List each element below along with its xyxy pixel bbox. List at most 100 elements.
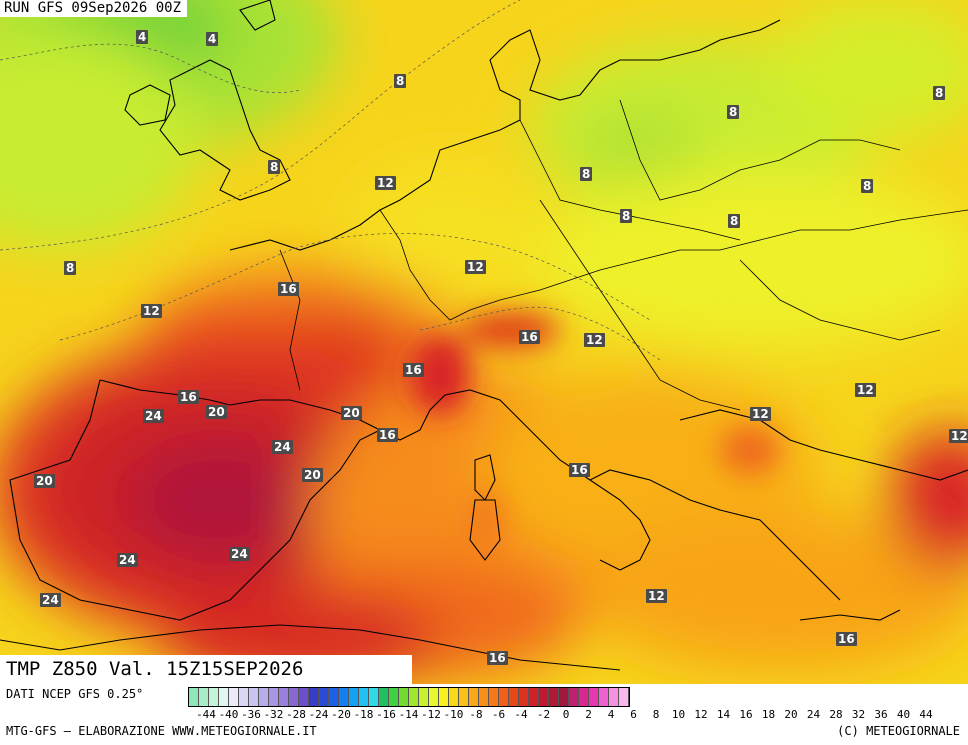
color-swatch	[389, 688, 399, 706]
color-swatch	[349, 688, 359, 706]
isotherm-label: 20	[34, 474, 55, 488]
color-scale-tick: 28	[829, 708, 843, 721]
color-swatch	[539, 688, 549, 706]
temperature-shading	[0, 0, 968, 684]
color-swatch	[229, 688, 239, 706]
color-swatch	[309, 688, 319, 706]
isotherm-label: 24	[272, 440, 293, 454]
color-swatch	[519, 688, 529, 706]
isotherm-label: 8	[268, 160, 281, 174]
color-swatch	[209, 688, 219, 706]
color-scale-tick: 20	[784, 708, 798, 721]
copyright-label: (C) METEOGIORNALE	[837, 724, 960, 738]
color-scale-tick: 16	[739, 708, 753, 721]
color-swatch	[489, 688, 499, 706]
color-swatch	[559, 688, 569, 706]
color-swatch	[579, 688, 589, 706]
color-scale-tick: -36	[241, 708, 261, 721]
color-swatch	[549, 688, 559, 706]
color-scale-tick: -8	[469, 708, 483, 721]
temperature-field	[0, 0, 968, 684]
color-swatch	[409, 688, 419, 706]
color-scale-tick: -18	[353, 708, 374, 721]
isotherm-label: 8	[64, 261, 77, 275]
color-swatch	[219, 688, 229, 706]
isotherm-label: 8	[727, 105, 740, 119]
color-scale-tick: 18	[761, 708, 776, 721]
color-swatch	[499, 688, 509, 706]
color-scale-tick: -24	[308, 708, 329, 721]
color-scale-tick: 12	[694, 708, 708, 721]
isotherm-label: 4	[206, 32, 219, 46]
color-swatch	[589, 688, 599, 706]
color-swatch	[279, 688, 289, 706]
isotherm-label: 8	[861, 179, 874, 193]
color-swatch	[329, 688, 339, 706]
color-scale-tick: 10	[671, 708, 686, 721]
legend-footer: DATI NCEP GFS 0.25° -44 -40 -36 -32 -28 -24 -2…	[0, 684, 968, 745]
isotherm-label: 12	[949, 429, 968, 443]
isotherm-label: 8	[620, 209, 633, 223]
color-swatch	[459, 688, 469, 706]
color-swatch	[599, 688, 609, 706]
color-scale-tick: 36	[874, 708, 888, 721]
color-scale-tick: -16	[376, 708, 396, 721]
color-scale-tick: 2	[585, 708, 592, 721]
color-scale-tick: 44	[919, 708, 933, 721]
color-swatch	[369, 688, 379, 706]
isotherm-label: 8	[394, 74, 407, 88]
temperature-map: 4 4 8 8 8 8 12 8 8 8 8 8 12 16 12 16 12 16 12 16 20 24 20 12 16 1…	[0, 0, 968, 684]
coastlines	[0, 0, 968, 671]
color-swatch	[239, 688, 249, 706]
color-swatch	[619, 688, 629, 706]
isotherm-label: 20	[206, 405, 227, 419]
isotherm-label: 20	[341, 406, 362, 420]
color-scale-tick: 4	[607, 708, 615, 721]
color-swatch	[479, 688, 489, 706]
isotherm-label: 12	[465, 260, 486, 274]
credit-label: MTG-GFS – ELABORAZIONE WWW.METEOGIORNALE…	[6, 724, 317, 738]
isotherm-label: 12	[375, 176, 396, 190]
color-scale-tick: -4	[514, 708, 528, 721]
isotherm-label: 16	[278, 282, 299, 296]
isotherm-label: 16	[377, 428, 398, 442]
color-swatch	[429, 688, 439, 706]
map-title: TMP Z850 Val. 15Z15SEP2026	[0, 655, 412, 684]
color-swatch	[529, 688, 539, 706]
isotherm-label: 16	[487, 651, 508, 665]
color-swatch	[449, 688, 459, 706]
color-scale-tick: 14	[716, 708, 731, 721]
isotherm-label: 16	[836, 632, 857, 646]
color-swatch	[259, 688, 269, 706]
color-swatch	[379, 688, 389, 706]
color-swatch	[289, 688, 299, 706]
color-scale-tick: -32	[263, 708, 284, 721]
color-swatch	[249, 688, 259, 706]
color-swatch	[469, 688, 479, 706]
data-source-label: DATI NCEP GFS 0.25°	[6, 687, 144, 701]
color-scale-tick: 8	[652, 708, 660, 721]
color-scale-tick: 6	[630, 708, 637, 721]
isotherm-label: 16	[519, 330, 540, 344]
isotherm-label: 12	[750, 407, 771, 421]
run-info-label: RUN GFS 09Sep2026 00Z	[0, 0, 188, 17]
isotherm-label: 16	[403, 363, 424, 377]
color-scale-tick: 32	[851, 708, 866, 721]
color-swatch	[419, 688, 429, 706]
isotherm-label: 8	[933, 86, 946, 100]
color-scale-bar	[188, 687, 630, 707]
color-scale-tick: -40	[218, 708, 239, 721]
isotherm-label: 12	[584, 333, 605, 347]
isotherm-label: 24	[229, 547, 250, 561]
isotherm-label: 12	[855, 383, 876, 397]
color-scale-tick: -10	[443, 708, 464, 721]
color-scale-tick: -14	[398, 708, 419, 721]
isotherm-label: 24	[143, 409, 164, 423]
color-scale-tick: -12	[421, 708, 441, 721]
color-swatch	[399, 688, 409, 706]
isotherm-label: 16	[178, 390, 199, 404]
color-swatch	[359, 688, 369, 706]
isotherm-label: 8	[580, 167, 593, 181]
color-swatch	[569, 688, 579, 706]
isotherm-label: 8	[728, 214, 741, 228]
